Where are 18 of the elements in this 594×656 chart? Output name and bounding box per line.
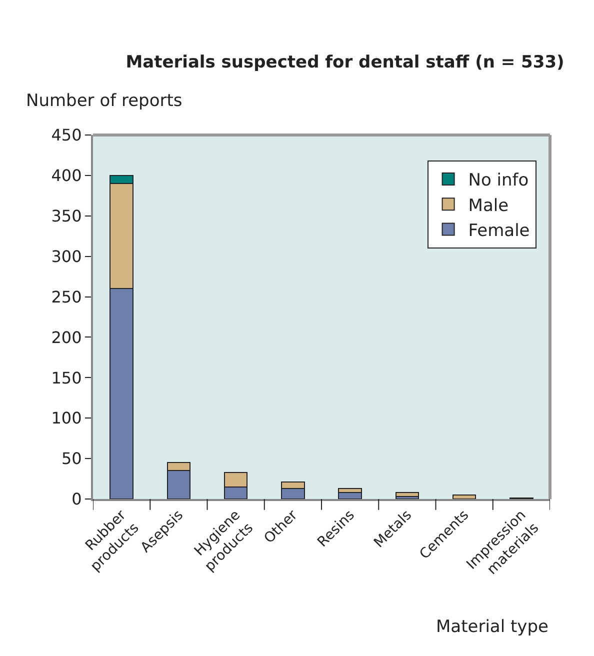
legend-label: Female [468,220,530,241]
y-tick-label: 450 [51,126,82,145]
x-axis-title: Material type [436,617,548,637]
y-tick-label: 400 [51,166,82,186]
y-tick-label: 200 [51,328,82,347]
legend-label: Male [468,196,509,216]
y-tick-label: 150 [51,368,82,388]
y-tick-label: 100 [51,408,82,428]
y-axis-title: Number of reports [26,91,182,111]
y-tick-label: 0 [72,490,82,509]
legend-label: No info [468,170,529,191]
bar [395,492,420,498]
y-tick-label: 250 [51,287,82,306]
chart-title: Materials suspected for dental staff (n = 533) [126,52,564,73]
y-tick-label: 300 [51,246,82,266]
bar [452,494,476,499]
y-tick-label: 50 [61,449,82,468]
y-tick-label: 350 [51,206,82,226]
